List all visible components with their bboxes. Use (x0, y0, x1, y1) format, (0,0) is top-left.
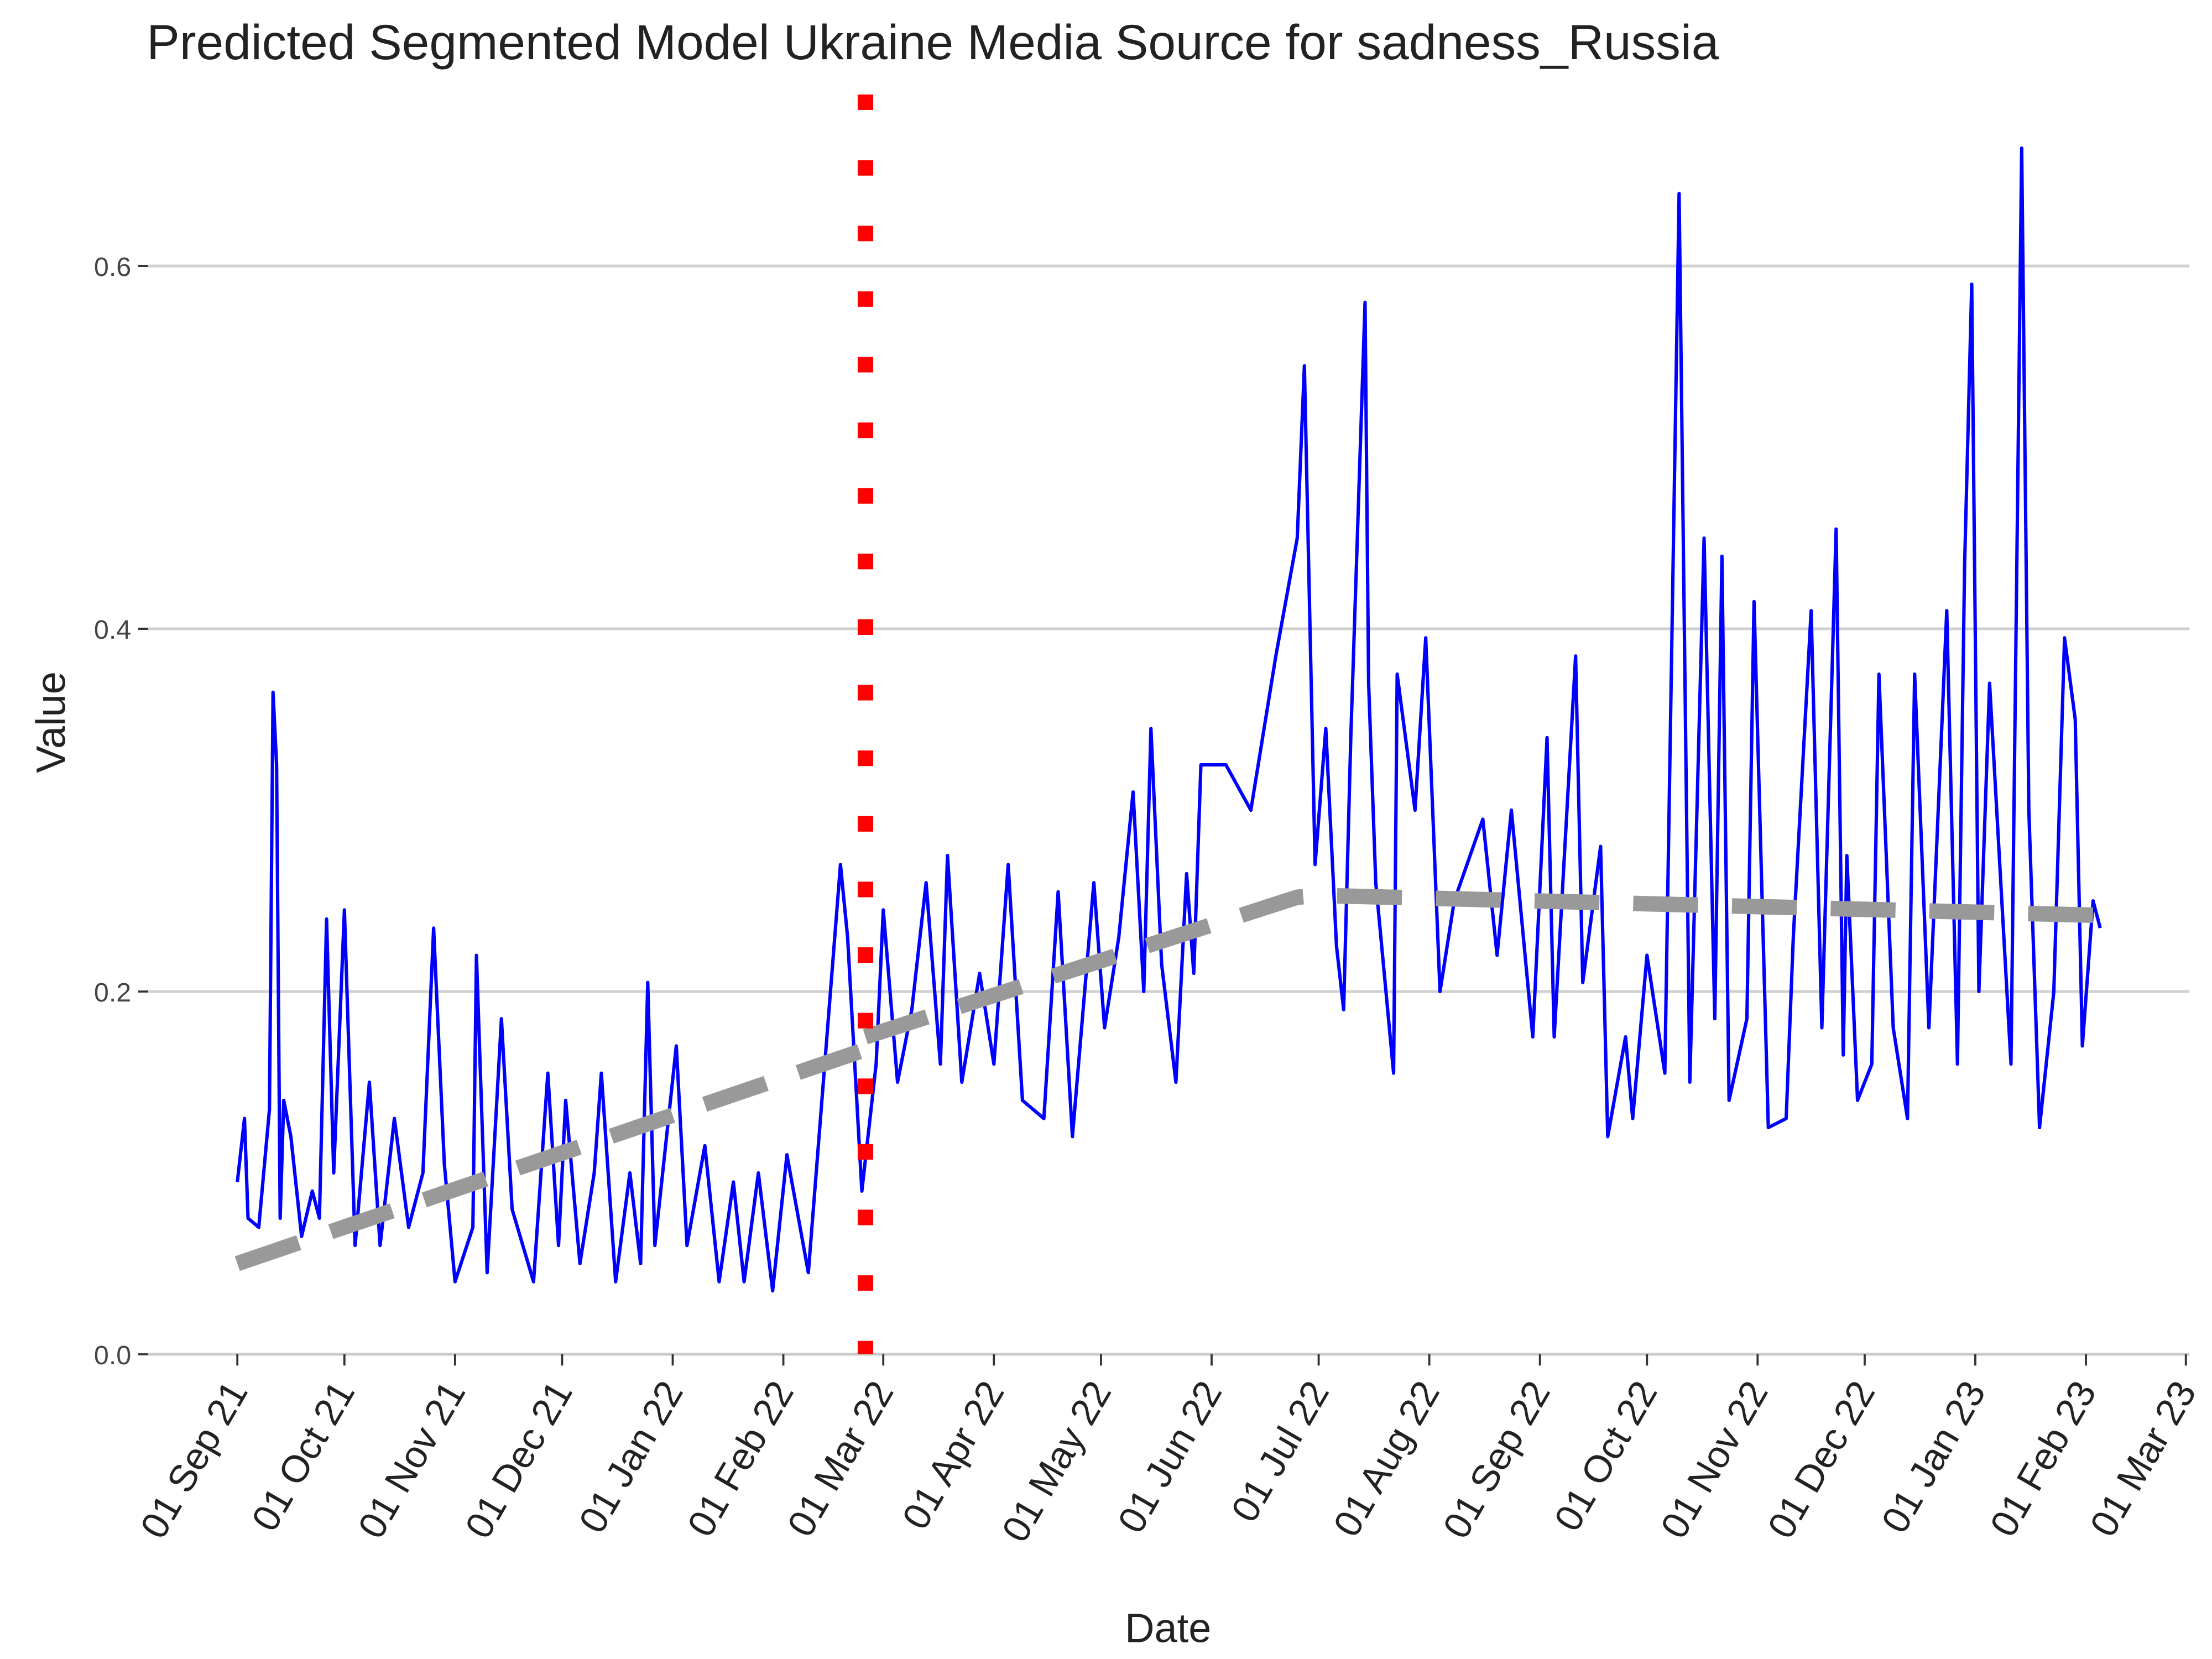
x-tick-label: 01 Nov 21 (350, 1374, 474, 1545)
x-tick-label: 01 Aug 22 (1325, 1374, 1448, 1543)
x-tick-label: 01 May 22 (994, 1374, 1119, 1549)
y-tick-label: 0.4 (94, 615, 131, 645)
x-tick-label: 01 Dec 21 (457, 1374, 581, 1545)
x-axis-label: Date (1125, 1605, 1211, 1651)
x-tick-label: 01 Jun 22 (1109, 1374, 1230, 1540)
x-tick-label: 01 Apr 22 (894, 1374, 1013, 1536)
chart-title: Predicted Segmented Model Ukraine Media … (147, 14, 1719, 70)
y-axis-label: Value (28, 671, 74, 773)
y-tick-label: 0.0 (94, 1340, 131, 1370)
x-tick-label: 01 Jan 23 (1873, 1374, 1994, 1540)
x-tick-label: 01 Nov 22 (1652, 1374, 1776, 1545)
x-tick-label: 01 Oct 21 (243, 1374, 363, 1538)
x-tick-label: 01 Jul 22 (1223, 1374, 1337, 1529)
y-tick-label: 0.6 (94, 252, 131, 282)
x-tick-label: 01 Dec 22 (1760, 1374, 1884, 1545)
data-line (236, 146, 2102, 1293)
x-tick-label: 01 Jan 22 (571, 1374, 691, 1540)
x-tick-label: 01 Sep 22 (1434, 1374, 1558, 1545)
x-tick-label: 01 Sep 21 (132, 1374, 256, 1545)
y-tick-label: 0.2 (94, 978, 131, 1008)
trend-line (863, 888, 2101, 1045)
x-tick-label: 01 Oct 22 (1546, 1374, 1666, 1538)
trend-line (234, 1042, 868, 1271)
